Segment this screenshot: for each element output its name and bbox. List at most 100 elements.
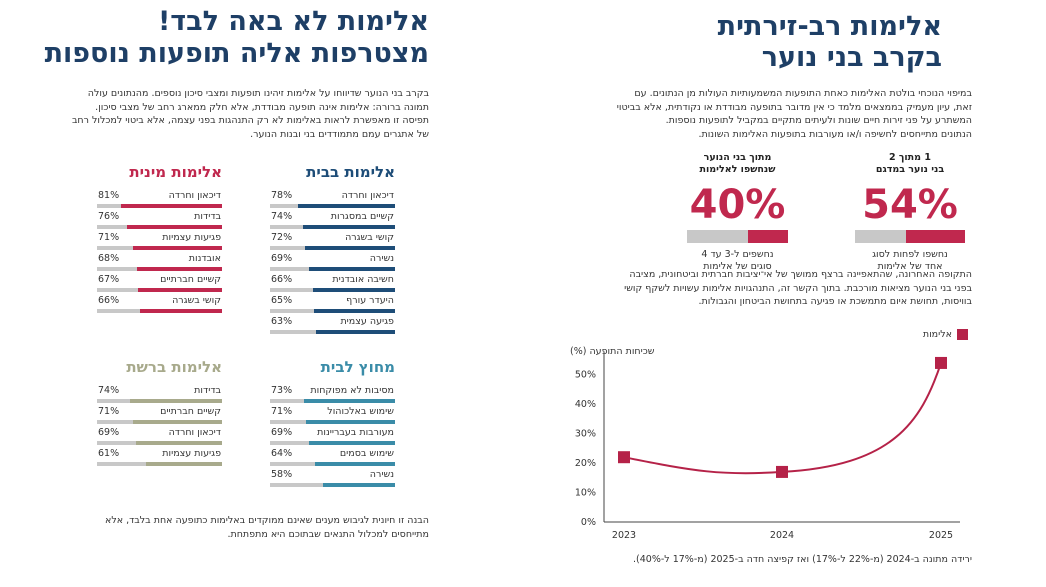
group-title: מחוץ לבית bbox=[320, 358, 395, 376]
stat-40: מתוך בני הנוער שנחשפו לאלימות 40% נחשפים… bbox=[687, 152, 788, 273]
bar-value: 58% bbox=[271, 469, 293, 480]
bar-track bbox=[270, 330, 395, 334]
bar-track bbox=[97, 225, 222, 229]
bar-track bbox=[270, 225, 395, 229]
left-intro-line: תפיסה זו מאפשרת לראות באלימות לא רק התנה… bbox=[71, 115, 429, 126]
bar-track bbox=[270, 420, 395, 424]
group-home-violence: אלימות בבית 78% דיכאון וחרדה 74% קשיים במסגר… bbox=[270, 163, 395, 336]
bar-value: 74% bbox=[271, 211, 293, 222]
bar-fill bbox=[308, 441, 395, 445]
y-tick-label: 0% bbox=[581, 517, 596, 528]
bar-fill bbox=[306, 420, 395, 424]
series-line bbox=[623, 362, 942, 475]
right-intro-line: במיפוי הנוכחי בולטת האלימות כאחת התופעות… bbox=[634, 88, 972, 99]
data-point bbox=[618, 451, 630, 464]
bar-fill bbox=[133, 420, 222, 424]
y-tick-label: 50% bbox=[575, 370, 596, 381]
stat-bar-fill bbox=[747, 230, 788, 243]
bar-label: נשירה bbox=[369, 253, 394, 264]
bar-value: 78% bbox=[271, 190, 293, 201]
bar-fill bbox=[303, 399, 395, 403]
right-intro-line: המשתרע על פני זירות חיים שונות ולעיתים מ… bbox=[665, 115, 972, 126]
right-middle-line: בפני בני הנוער מציאות מורכבת. בתוך הקשר … bbox=[624, 282, 972, 294]
bar-track bbox=[97, 288, 222, 292]
bar-value: 74% bbox=[98, 385, 120, 396]
bar-fill bbox=[322, 483, 395, 487]
chart-footnote: ירידה מתונה ב-2024 (מ-22% ל-17%) ואז קפי… bbox=[633, 554, 972, 565]
bar-value: 81% bbox=[98, 190, 120, 201]
bar-fill bbox=[133, 246, 222, 250]
bar-value: 65% bbox=[271, 295, 293, 306]
stat-40-bottom1: נחשפים ל-3 עד 4 bbox=[701, 249, 774, 260]
bar-label: שימוש בסמים bbox=[339, 448, 394, 459]
bar-track bbox=[97, 441, 222, 445]
bar-label: אובדנות bbox=[188, 253, 221, 264]
right-middle-line: התקופה האחרונה, שהתאפיינה ברצף ממושך של … bbox=[629, 269, 972, 280]
x-tick-label: 2025 bbox=[929, 530, 953, 541]
bar-fill bbox=[308, 267, 395, 271]
right-title-line2: בקרב בני נוער bbox=[761, 42, 942, 73]
bar-label: קושי בשגרה bbox=[345, 232, 394, 243]
bar-track bbox=[97, 462, 222, 466]
stat-54: 1 מתוך 2 בני נוער במדגם 54% נחשפו לפחות … bbox=[855, 152, 965, 273]
bar-row: 66% חשיבה אובדנית bbox=[270, 273, 395, 294]
bar-track bbox=[97, 204, 222, 208]
stat-40-bottom2: סוגים של אלימות bbox=[703, 261, 772, 272]
bar-label: דיכאון וחרדה bbox=[168, 190, 221, 201]
bar-row: 61% פגיעות עצמיות bbox=[97, 447, 222, 468]
group-title: אלימות מינית bbox=[129, 163, 222, 181]
right-intro-line: זאת, עיון מעמיק בממצאים מלמד כי אין מדוב… bbox=[616, 101, 972, 113]
bar-value: 66% bbox=[98, 295, 120, 306]
left-outro: הבנה זו חיונית לגיבוש מענים שאינם ממוקדי… bbox=[19, 514, 429, 541]
bar-row: 58% נשירה bbox=[270, 468, 395, 489]
bar-label: קשיים חברתיים bbox=[160, 274, 221, 285]
bar-track bbox=[97, 246, 222, 250]
bar-fill bbox=[135, 441, 222, 445]
bar-value: 69% bbox=[98, 427, 120, 438]
bar-track bbox=[270, 399, 395, 403]
bar-label: קשיים במסגרות bbox=[330, 211, 394, 222]
bar-track bbox=[97, 267, 222, 271]
group-sexual-violence: אלימות מינית 81% דיכאון וחרדה 76% בדידות 71% פ… bbox=[97, 163, 222, 315]
bar-label: קשיים חברתיים bbox=[160, 406, 221, 417]
legend-swatch bbox=[957, 329, 968, 340]
bar-label: דיכאון וחרדה bbox=[341, 190, 394, 201]
left-intro: בקרב בני הנוער שדיווחו על אלימות זיהינו … bbox=[19, 87, 429, 141]
line-chart: 0% 10% 20% 30% 40% 50% 2023 2024 2025 bbox=[575, 352, 960, 541]
chart-ylabel: שכיחות התופעה (%) bbox=[570, 346, 655, 357]
bar-value: 73% bbox=[271, 385, 293, 396]
bar-fill bbox=[137, 267, 222, 271]
bar-row: 63% פגיעה עצמית bbox=[270, 315, 395, 336]
bar-fill bbox=[316, 330, 395, 334]
bar-row: 74% בדידות bbox=[97, 384, 222, 405]
bar-label: פגיעות עצמיות bbox=[162, 448, 221, 459]
bar-value: 66% bbox=[271, 274, 293, 285]
bar-value: 67% bbox=[98, 274, 120, 285]
bar-track bbox=[270, 204, 395, 208]
stat-54-value: 54% bbox=[862, 182, 958, 228]
y-tick-label: 40% bbox=[575, 399, 596, 410]
left-title-line1: אלימות לא באה לבד! bbox=[157, 6, 429, 37]
legend-label: אלימות bbox=[922, 329, 952, 340]
stat-40-top1: מתוך בני הנוער bbox=[703, 152, 772, 163]
group-online-violence: אלימות ברשת 74% בדידות 71% קשיים חברתיים 69% ד… bbox=[97, 358, 222, 468]
bar-row: 65% היעדר עורף bbox=[270, 294, 395, 315]
bar-value: 69% bbox=[271, 253, 293, 264]
left-outro-line: הבנה זו חיונית לגיבוש מענים שאינם ממוקדי… bbox=[104, 515, 429, 526]
stat-40-top2: שנחשפו לאלימות bbox=[699, 164, 776, 175]
bar-fill bbox=[129, 399, 222, 403]
bar-track bbox=[270, 267, 395, 271]
left-title-line2: מצטרפות אליה תופעות נוספות bbox=[44, 38, 429, 69]
bar-value: 61% bbox=[98, 448, 120, 459]
left-intro-line: תמונה ברורה: אלימות אינה תופעה מבודדת, א… bbox=[95, 101, 429, 113]
y-tick-label: 10% bbox=[575, 488, 596, 499]
bar-fill bbox=[127, 225, 222, 229]
data-point bbox=[935, 356, 947, 369]
bar-track bbox=[270, 483, 395, 487]
bar-track bbox=[97, 420, 222, 424]
stat-40-value: 40% bbox=[689, 182, 786, 228]
bar-label: דיכאון וחרדה bbox=[168, 427, 221, 438]
bar-value: 68% bbox=[98, 253, 120, 264]
bar-value: 76% bbox=[98, 211, 120, 222]
right-middle: התקופה האחרונה, שהתאפיינה ברצף ממושך של … bbox=[572, 268, 972, 309]
